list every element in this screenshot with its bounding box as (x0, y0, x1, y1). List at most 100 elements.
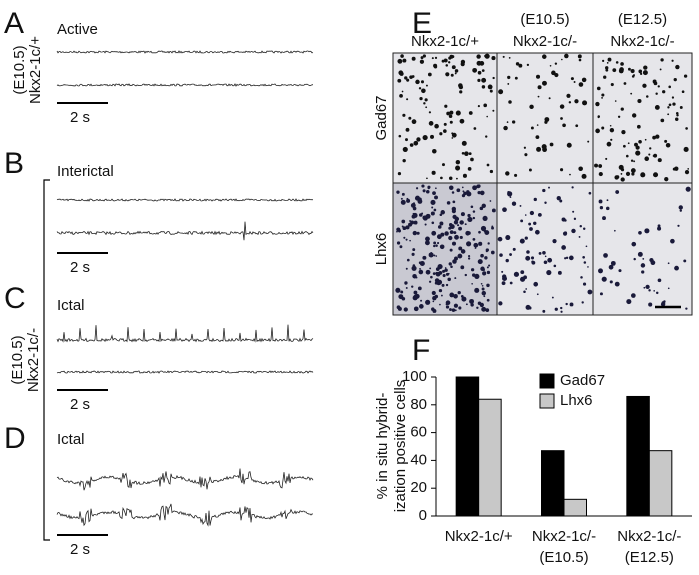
cell (419, 267, 421, 270)
cell (533, 197, 537, 202)
cell (462, 190, 465, 193)
cell (606, 141, 612, 147)
column-header: Nkx2-1c/+ (411, 33, 479, 50)
cell (401, 90, 404, 93)
cell (434, 56, 438, 59)
cell (421, 212, 424, 215)
cell (684, 170, 690, 175)
cell (664, 139, 668, 143)
cell (411, 265, 417, 271)
cell (430, 211, 435, 216)
cell (446, 201, 451, 205)
cell (631, 241, 637, 247)
cell (444, 104, 448, 108)
cell (432, 300, 435, 303)
cell (605, 66, 609, 70)
bar (455, 376, 480, 517)
cell (598, 268, 603, 274)
cell (439, 221, 444, 226)
bar (626, 395, 650, 517)
cell (578, 166, 583, 172)
cell (420, 299, 423, 302)
cell (473, 242, 479, 248)
cell (544, 255, 547, 258)
cell (468, 152, 472, 156)
cell (683, 74, 688, 78)
cell (482, 271, 486, 276)
cell (622, 144, 626, 148)
cell (428, 252, 434, 258)
cell (598, 199, 603, 204)
cell (422, 215, 427, 220)
eeg-trace (56, 503, 314, 527)
cell (415, 187, 419, 190)
cell (427, 72, 432, 77)
cell (430, 275, 433, 279)
cell (681, 90, 685, 94)
cell (470, 157, 474, 162)
cell (673, 78, 677, 82)
cell (451, 137, 454, 139)
cell (560, 310, 563, 313)
cell (607, 57, 612, 62)
cell (685, 307, 688, 310)
cell (413, 306, 419, 312)
panel-letter: D (4, 422, 26, 455)
panel-letter: A (4, 7, 24, 40)
cell (582, 227, 586, 230)
cell (434, 123, 439, 129)
cell (562, 123, 566, 128)
cell (477, 190, 481, 195)
cell (481, 284, 484, 287)
cell (434, 294, 439, 299)
cell (630, 69, 635, 74)
cell (409, 239, 411, 242)
cell (411, 285, 414, 288)
cell (396, 230, 398, 233)
cell (512, 120, 516, 124)
cell (502, 55, 505, 58)
condition-label: Interictal (57, 163, 114, 180)
cell (413, 220, 418, 225)
cell (399, 245, 403, 249)
micrograph (592, 182, 693, 316)
cell (443, 129, 447, 133)
cell (529, 227, 533, 231)
cell (445, 283, 449, 287)
cell (542, 251, 546, 255)
cell (601, 276, 607, 282)
cell (544, 201, 547, 204)
bar (563, 498, 587, 517)
y-tick-label: 80 (410, 396, 427, 413)
cell (467, 167, 472, 171)
cell (640, 172, 646, 178)
condition-label: Ictal (57, 431, 85, 448)
cell (441, 163, 445, 167)
y-tick-label: 20 (410, 479, 427, 496)
eeg-trace (56, 83, 314, 87)
cell (457, 224, 460, 227)
cell (628, 67, 631, 71)
cell (633, 160, 636, 163)
cell (524, 214, 527, 216)
cell (582, 282, 587, 286)
cell (667, 106, 670, 109)
cell (468, 111, 473, 115)
panel-letter: B (4, 147, 24, 180)
cell (507, 75, 511, 80)
cell (468, 255, 471, 258)
cell (406, 197, 409, 200)
cell (501, 270, 504, 273)
cell (441, 59, 445, 63)
cell (525, 288, 528, 290)
panel-letter: C (4, 282, 26, 315)
legend-label: Gad67 (560, 372, 605, 389)
cell (620, 173, 623, 175)
cell (632, 113, 637, 118)
cell (445, 305, 450, 309)
cell (559, 199, 563, 203)
cell (405, 127, 410, 132)
cell (503, 125, 508, 131)
cell (486, 270, 491, 275)
cell (585, 245, 588, 248)
